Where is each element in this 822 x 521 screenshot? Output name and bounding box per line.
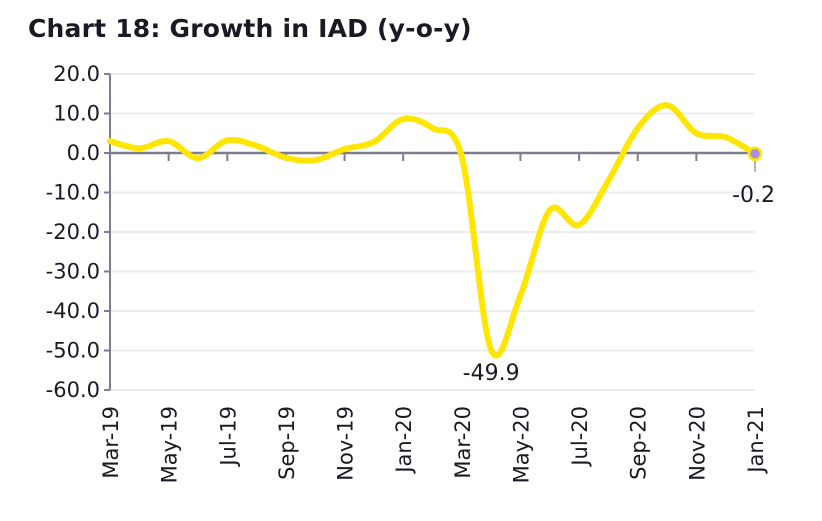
y-tick-label: 10.0	[53, 102, 100, 126]
x-tick-label: May-19	[158, 406, 182, 483]
series-line	[107, 102, 758, 359]
chart-title: Chart 18: Growth in IAD (y-o-y)	[28, 14, 472, 43]
y-tick-label: -40.0	[46, 299, 100, 323]
data-label: -49.9	[463, 361, 520, 386]
y-tick-label: -20.0	[46, 220, 100, 244]
y-tick-label: 0.0	[67, 141, 100, 165]
x-tick-label: Sep-19	[275, 406, 299, 480]
x-tick-label: Nov-20	[685, 406, 709, 481]
y-tick-label: -50.0	[46, 339, 100, 363]
y-tick-label: -60.0	[46, 378, 100, 402]
x-tick-label: Jul-20	[568, 406, 592, 468]
x-tick-label: Jan-21	[744, 406, 768, 475]
x-tick-label: Sep-20	[627, 406, 651, 480]
y-tick-label: 20.0	[53, 62, 100, 86]
y-tick-label: -10.0	[46, 181, 100, 205]
x-tick-label: Mar-19	[99, 406, 123, 479]
data-label: -0.2	[732, 183, 775, 208]
x-tick-label: Jul-19	[216, 406, 240, 468]
x-tick-label: Mar-20	[451, 406, 475, 479]
x-tick-label: May-20	[509, 406, 533, 483]
y-tick-label: -30.0	[46, 260, 100, 284]
x-tick-label: Jan-20	[392, 406, 416, 475]
x-tick-label: Nov-19	[334, 406, 358, 481]
last-point-marker	[747, 146, 763, 162]
